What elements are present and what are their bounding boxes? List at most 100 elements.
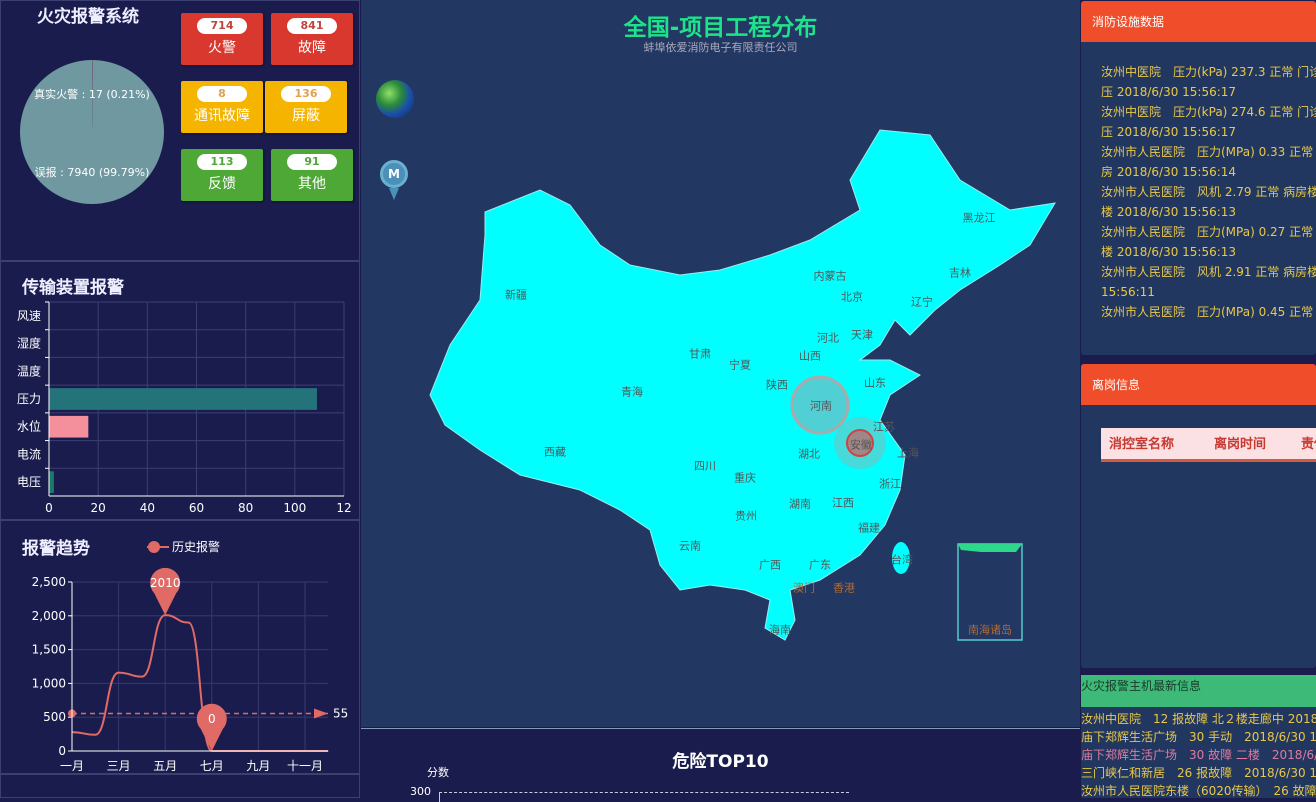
stat-label: 屏蔽 bbox=[292, 108, 320, 124]
province-label[interactable]: 黑龙江 bbox=[962, 211, 996, 225]
stat-count: 136 bbox=[281, 86, 331, 102]
province-label[interactable]: 辽宁 bbox=[911, 295, 933, 309]
ytick: 300 bbox=[410, 785, 431, 798]
stat-card-4[interactable]: 113 反馈 bbox=[181, 149, 263, 201]
anhui-bubble[interactable] bbox=[846, 429, 874, 457]
province-label[interactable]: 河南 bbox=[810, 399, 832, 413]
province-label[interactable]: 西藏 bbox=[544, 445, 566, 459]
province-label[interactable]: 河北 bbox=[817, 331, 839, 345]
y-tick-label: 2,500 bbox=[32, 575, 66, 589]
y-tick-label: 500 bbox=[43, 710, 66, 724]
province-label[interactable]: 江西 bbox=[832, 496, 854, 510]
facility-line: 15:56:11 bbox=[1101, 285, 1155, 299]
province-label[interactable]: 天津 bbox=[851, 328, 873, 342]
stat-card-0[interactable]: 714 火警 bbox=[181, 13, 263, 65]
avg-time-panel bbox=[0, 774, 360, 798]
taiwan-shape[interactable] bbox=[892, 542, 910, 574]
henan-bubble[interactable] bbox=[790, 375, 850, 435]
province-label[interactable]: 香港 bbox=[833, 581, 855, 595]
map-marker-icon[interactable]: M bbox=[380, 156, 408, 202]
province-label[interactable]: 广东 bbox=[809, 558, 831, 572]
markline-label: 55 bbox=[333, 706, 348, 720]
col-offpost-time: 离岗时间 bbox=[1214, 437, 1267, 452]
province-label[interactable]: 四川 bbox=[694, 459, 716, 473]
province-label[interactable]: 吉林 bbox=[949, 266, 971, 280]
stat-card-5[interactable]: 91 其他 bbox=[271, 149, 353, 201]
province-label[interactable]: 新疆 bbox=[505, 288, 527, 302]
y-tick-label: 1,500 bbox=[32, 643, 66, 657]
y-tick-label: 1,000 bbox=[32, 676, 66, 690]
province-label[interactable]: 上海 bbox=[897, 446, 919, 460]
transmission-alarm-panel: 传输装置报警 0 20 40 60 80 100 12 风速 湿度 温度 压力 水位 电流 电压 bbox=[0, 261, 360, 520]
markpoint-pin bbox=[196, 703, 227, 751]
globe-icon[interactable] bbox=[376, 80, 414, 118]
stat-count: 91 bbox=[287, 154, 337, 170]
y-tick-label: 水位 bbox=[17, 419, 41, 434]
x-tick-label: 12 bbox=[336, 501, 351, 515]
province-label[interactable]: 浙江 bbox=[879, 477, 901, 491]
province-label[interactable]: 北京 bbox=[841, 290, 863, 304]
stat-count: 113 bbox=[197, 154, 247, 170]
province-label[interactable]: 甘肃 bbox=[689, 347, 711, 361]
stat-card-3[interactable]: 136 屏蔽 bbox=[265, 81, 347, 133]
stat-card-1[interactable]: 841 故障 bbox=[271, 13, 353, 65]
pie-label: 误报 : 7940 (99.79%) bbox=[35, 165, 150, 179]
stat-label: 火警 bbox=[208, 40, 236, 56]
y-tick-label: 风速 bbox=[17, 309, 41, 323]
province-label[interactable]: 湖北 bbox=[798, 447, 820, 461]
china-outline[interactable] bbox=[429, 129, 1056, 641]
top10-panel: 危险TOP10 分数 300 bbox=[361, 728, 1080, 802]
province-label[interactable]: 贵州 bbox=[735, 509, 757, 523]
gridline bbox=[439, 792, 849, 793]
host-feed[interactable]: 汝州中医院 12 报故障 北２楼走廊中 2018 庙下郑辉生活广场 30 手动 2… bbox=[1081, 707, 1316, 800]
facility-feed[interactable]: 汝州中医院 压力(kPa) 237.3 正常 门诊压 2018/6/30 15:… bbox=[1081, 42, 1316, 322]
x-tick-label: 100 bbox=[283, 501, 306, 515]
province-label[interactable]: 南海诸岛 bbox=[968, 623, 1012, 637]
province-label[interactable]: 宁夏 bbox=[729, 358, 751, 372]
x-tick-label: 60 bbox=[189, 501, 204, 515]
x-tick-label: 十一月 bbox=[287, 759, 323, 773]
host-line: 三门峡仁和新居 26 报故障 2018/6/30 13 bbox=[1081, 766, 1316, 780]
province-label[interactable]: 安徽 bbox=[850, 438, 872, 452]
x-tick-label: 五月 bbox=[153, 759, 177, 773]
province-label[interactable]: 广西 bbox=[759, 558, 781, 572]
legend-marker bbox=[148, 541, 160, 553]
province-label[interactable]: 江苏 bbox=[873, 420, 895, 434]
facility-line: 压 2018/6/30 15:56:17 bbox=[1101, 85, 1237, 99]
offpost-panel: 离岗信息 消控室名称 离岗时间 责任人 bbox=[1081, 364, 1316, 668]
bar-压力 bbox=[49, 388, 317, 410]
province-label[interactable]: 福建 bbox=[858, 521, 880, 535]
alarm-trend-panel: 报警趋势 历史报警 0 500 1,000 1,500 2,000 2,500 一月 三月 五月 七… bbox=[0, 520, 360, 774]
south-sea-inset-header bbox=[958, 544, 1022, 552]
col-person: 责任人 bbox=[1301, 437, 1316, 452]
stat-card-2[interactable]: 8 通讯故障 bbox=[181, 81, 263, 133]
province-label[interactable]: 重庆 bbox=[734, 471, 756, 485]
province-label[interactable]: 澳门 bbox=[793, 581, 815, 595]
host-line: 汝州市人民医院东楼（6020传输） 26 故障 bbox=[1081, 784, 1316, 798]
panel-header: 消防设施数据 bbox=[1081, 1, 1316, 42]
province-label[interactable]: 内蒙古 bbox=[813, 269, 847, 283]
host-line: 庙下郑辉生活广场 30 故障 二楼 2018/6/3 bbox=[1081, 748, 1316, 762]
province-label[interactable]: 湖南 bbox=[789, 497, 811, 511]
china-map[interactable] bbox=[361, 0, 1080, 727]
province-label[interactable]: 山西 bbox=[799, 349, 821, 363]
province-label[interactable]: 陕西 bbox=[766, 378, 788, 392]
yaxis-label: 分数 bbox=[427, 766, 449, 779]
x-tick-label: 40 bbox=[140, 501, 155, 515]
host-info-panel: 火灾报警主机最新信息 汝州中医院 12 报故障 北２楼走廊中 2018 庙下郑辉生… bbox=[1081, 675, 1316, 798]
markline-arrow bbox=[314, 708, 328, 719]
facility-line: 汝州市人民医院 压力(MPa) 0.27 正常 bbox=[1101, 225, 1314, 239]
stat-label: 其他 bbox=[298, 176, 326, 192]
panel-title: 传输装置报警 bbox=[22, 278, 124, 298]
province-label[interactable]: 海南 bbox=[769, 623, 791, 637]
province-label[interactable]: 山东 bbox=[864, 376, 886, 390]
facility-line: 汝州中医院 压力(kPa) 274.6 正常 门诊 bbox=[1101, 105, 1316, 119]
x-tick-label: 0 bbox=[45, 501, 53, 515]
pie-label: 真实火警 : 17 (0.21%) bbox=[34, 87, 150, 101]
province-label[interactable]: 青海 bbox=[621, 385, 643, 399]
alarm-system-panel: 火灾报警系统 真实火警 : 17 (0.21%) 误报 : 7940 (99.79… bbox=[0, 0, 360, 261]
host-line: 汝州中医院 12 报故障 北２楼走廊中 2018 bbox=[1081, 712, 1316, 726]
map-title: 全国-项目工程分布 bbox=[623, 15, 818, 41]
province-label[interactable]: 台湾 bbox=[891, 553, 913, 567]
province-label[interactable]: 云南 bbox=[679, 539, 701, 553]
